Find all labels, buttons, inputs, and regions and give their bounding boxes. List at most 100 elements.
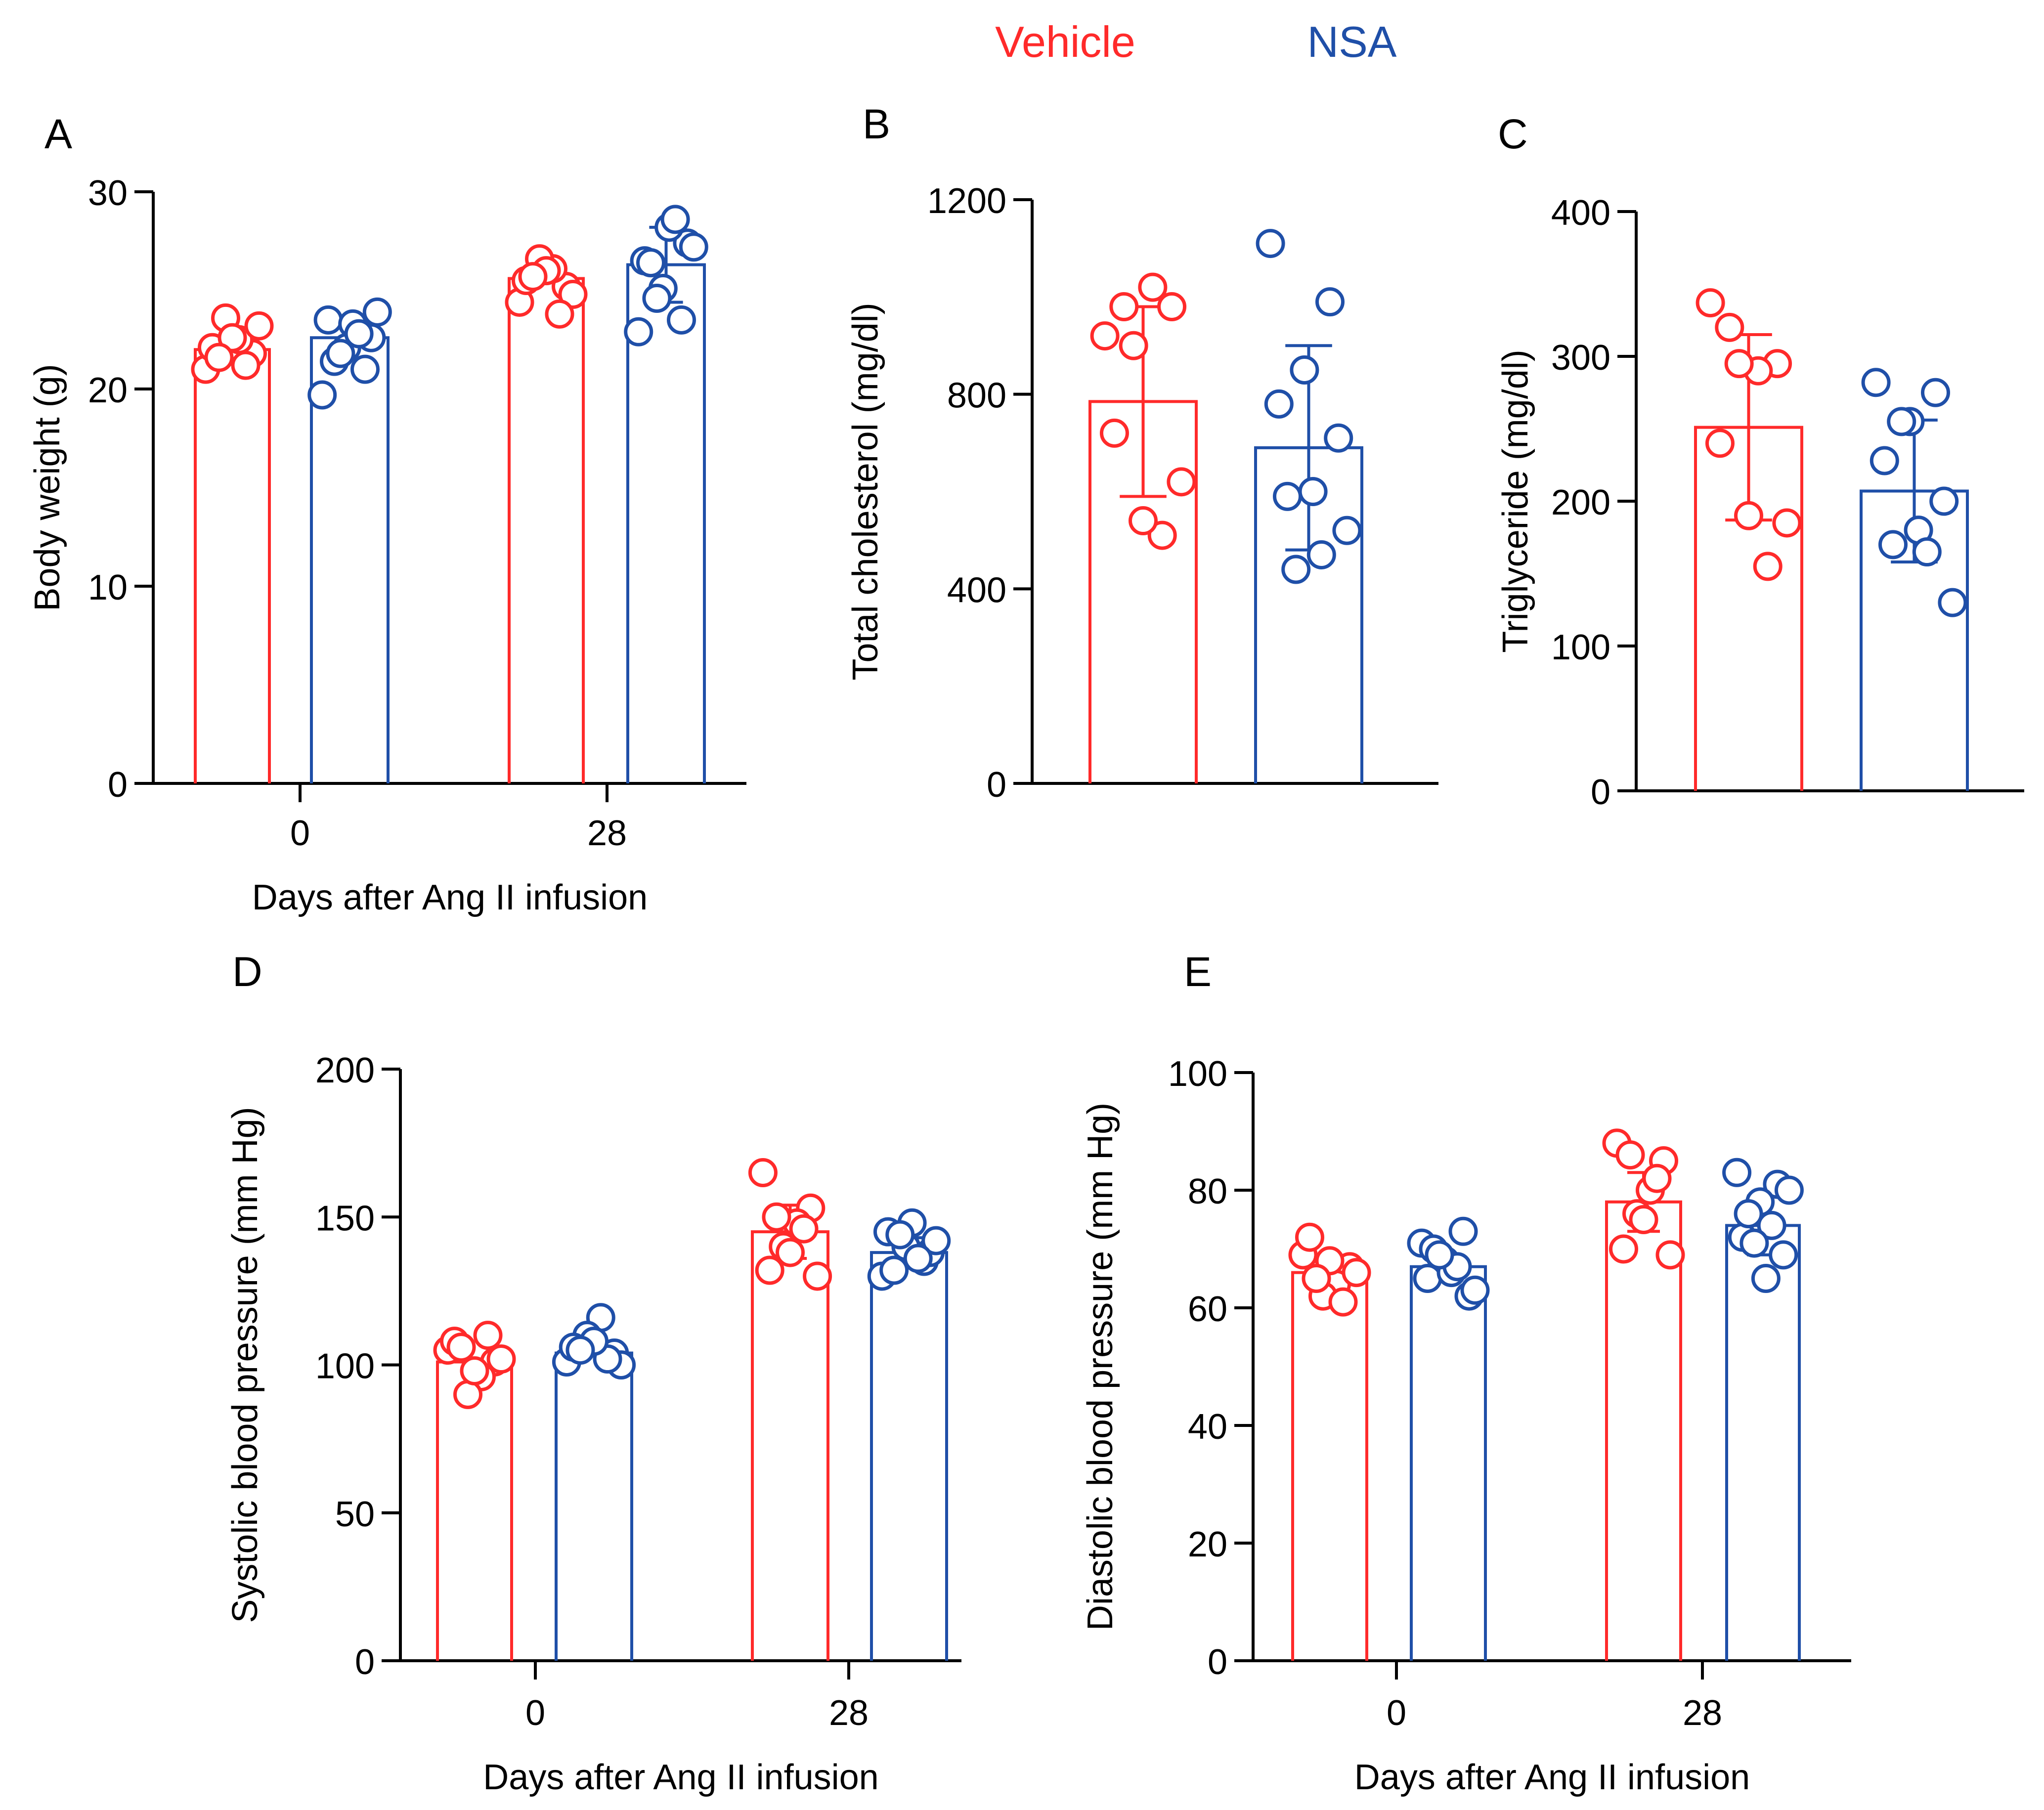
- y-tick-label: 300: [1551, 338, 1610, 378]
- y-tick-label: 200: [315, 1051, 375, 1090]
- y-axis-label: Diastolic blood pressure (mm Hg): [1081, 1103, 1120, 1631]
- data-point-vehicle: [1655, 1240, 1685, 1270]
- data-point-nsa: [667, 305, 696, 335]
- panel-letter: E: [1184, 948, 1212, 995]
- data-point-vehicle: [453, 1379, 482, 1409]
- data-point-vehicle: [1696, 288, 1725, 318]
- panel-e: E 0 20 40 60 80 100 Diastolic blood pressure (m…: [1081, 948, 1851, 1797]
- legend-vehicle: Vehicle: [995, 17, 1135, 66]
- y-tick-label: 50: [335, 1495, 375, 1534]
- data-point-vehicle: [1342, 1258, 1371, 1288]
- data-point-vehicle: [776, 1238, 805, 1267]
- x-axis-label: Days after Ang II infusion: [483, 1758, 878, 1797]
- y-tick-label: 10: [88, 568, 128, 607]
- legend-nsa: NSA: [1307, 17, 1397, 66]
- data-point-vehicle: [1629, 1205, 1658, 1234]
- data-point-vehicle: [1609, 1234, 1638, 1264]
- panel-letter: A: [44, 111, 72, 157]
- y-tick-label: 100: [1551, 628, 1610, 667]
- bar-vehicle: [751, 1230, 829, 1661]
- data-point-vehicle: [1705, 429, 1735, 458]
- data-point-vehicle: [1147, 520, 1177, 550]
- data-point-vehicle: [1167, 467, 1196, 497]
- legend: Vehicle NSA: [995, 17, 1397, 66]
- data-point-vehicle: [217, 323, 247, 352]
- data-point-nsa: [1298, 477, 1328, 506]
- data-point-vehicle: [1099, 418, 1129, 448]
- data-point-nsa: [879, 1255, 909, 1285]
- x-tick-label: 28: [587, 814, 627, 853]
- data-point-nsa: [1740, 1228, 1769, 1258]
- data-point-nsa: [1306, 540, 1336, 569]
- x-axis-label: Days after Ang II infusion: [1354, 1758, 1750, 1797]
- data-point-vehicle: [748, 1158, 778, 1187]
- data-point-nsa: [1315, 287, 1345, 317]
- data-point-vehicle: [1772, 508, 1802, 538]
- data-point-nsa: [362, 297, 392, 327]
- data-point-nsa: [1878, 530, 1908, 560]
- data-point-nsa: [1870, 446, 1899, 475]
- data-point-nsa: [903, 1244, 933, 1273]
- y-tick-label: 0: [987, 765, 1006, 805]
- data-point-vehicle: [244, 311, 274, 341]
- data-point-nsa: [1425, 1240, 1454, 1270]
- y-tick-label: 40: [1188, 1407, 1227, 1447]
- data-point-vehicle: [803, 1261, 832, 1291]
- panel-d: D 0 50 100 150 200 Systolic blood pressure (mm…: [225, 948, 961, 1797]
- y-tick-label: 0: [1591, 773, 1610, 812]
- data-point-nsa: [1734, 1199, 1763, 1229]
- y-tick-label: 20: [1188, 1525, 1227, 1564]
- data-point-nsa: [1929, 486, 1959, 516]
- y-axis-label: Triglyceride (mg/dl): [1496, 349, 1535, 652]
- bar-vehicle: [194, 348, 271, 783]
- data-point-vehicle: [1157, 292, 1187, 322]
- panels: A 0 10 20 30 Body weight (g) 0 28 Days after Ang…: [28, 101, 2024, 1797]
- data-point-nsa: [1281, 555, 1311, 584]
- y-tick-label: 400: [947, 570, 1006, 610]
- data-point-nsa: [344, 319, 374, 348]
- y-tick-label: 200: [1551, 483, 1610, 522]
- y-tick-label: 30: [88, 173, 128, 213]
- data-point-nsa: [636, 248, 665, 278]
- panel-b: B 0 400 800 1200 Total cholesterol (mg/dl): [846, 101, 1438, 805]
- data-point-nsa: [642, 283, 672, 313]
- data-point-nsa: [921, 1226, 951, 1255]
- data-point-vehicle: [1138, 272, 1168, 302]
- bar-vehicle: [1291, 1271, 1368, 1661]
- data-point-nsa: [1769, 1240, 1798, 1270]
- y-tick-label: 0: [108, 765, 128, 805]
- panel-letter: B: [863, 101, 890, 147]
- data-point-vehicle: [1724, 349, 1754, 379]
- data-point-nsa: [565, 1336, 595, 1365]
- y-tick-label: 20: [88, 371, 128, 410]
- x-tick-label: 0: [290, 814, 310, 853]
- data-point-nsa: [624, 317, 653, 346]
- data-point-vehicle: [1119, 331, 1148, 360]
- data-point-vehicle: [558, 279, 588, 309]
- data-point-vehicle: [1715, 312, 1744, 342]
- data-point-vehicle: [1302, 1264, 1331, 1293]
- data-point-vehicle: [1753, 552, 1783, 581]
- data-point-nsa: [1332, 516, 1362, 545]
- data-point-nsa: [1290, 355, 1319, 385]
- data-point-vehicle: [545, 299, 574, 329]
- data-point-vehicle: [1109, 292, 1139, 322]
- y-tick-label: 80: [1188, 1172, 1227, 1211]
- data-point-nsa: [1921, 378, 1950, 407]
- data-point-nsa: [350, 354, 380, 384]
- data-point-vehicle: [1295, 1222, 1324, 1252]
- y-tick-label: 0: [1208, 1642, 1227, 1682]
- y-tick-label: 1200: [927, 181, 1006, 221]
- panel-c: C 0 100 200 300 400 Triglyceride (mg/dl): [1496, 111, 2024, 812]
- data-point-nsa: [1774, 1175, 1804, 1205]
- x-tick-label: 0: [1387, 1693, 1406, 1733]
- data-point-vehicle: [518, 262, 548, 292]
- data-point-nsa: [1256, 229, 1285, 259]
- x-tick-label: 28: [1683, 1693, 1722, 1733]
- data-point-vehicle: [486, 1344, 516, 1374]
- data-point-nsa: [307, 380, 337, 410]
- data-point-nsa: [1460, 1275, 1490, 1305]
- bar-vehicle: [1605, 1200, 1682, 1661]
- y-tick-label: 150: [315, 1199, 375, 1238]
